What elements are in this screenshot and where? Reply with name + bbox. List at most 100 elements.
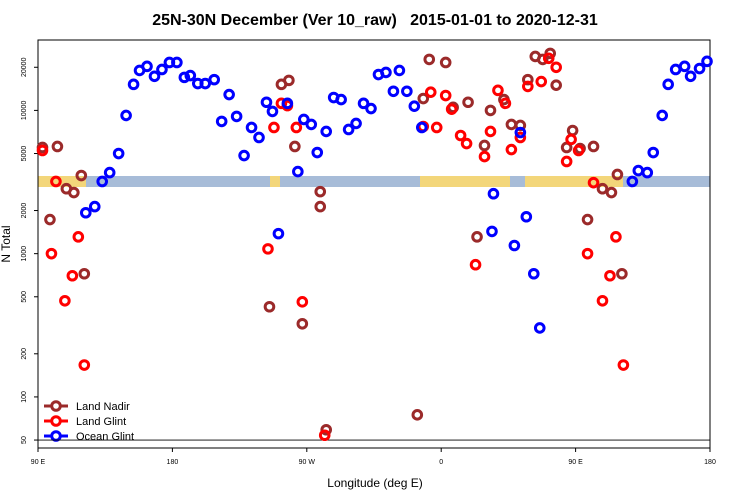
point bbox=[486, 225, 498, 238]
point bbox=[156, 63, 168, 76]
point bbox=[542, 52, 555, 65]
point bbox=[50, 175, 62, 188]
chart-title: 25N-30N December (Ver 10_raw) 2015-01-01… bbox=[152, 12, 598, 29]
legend-label: Land Glint bbox=[76, 416, 126, 428]
point bbox=[678, 60, 691, 73]
point bbox=[417, 92, 430, 105]
point bbox=[610, 231, 622, 243]
point bbox=[701, 55, 713, 68]
point bbox=[522, 73, 534, 86]
point bbox=[656, 109, 669, 122]
point bbox=[112, 147, 125, 160]
point bbox=[596, 182, 609, 195]
point bbox=[514, 131, 527, 144]
point bbox=[44, 213, 56, 226]
point bbox=[357, 97, 370, 110]
x-tick-label: 90 E bbox=[31, 459, 46, 466]
point bbox=[684, 70, 697, 83]
point bbox=[581, 213, 594, 226]
point bbox=[522, 80, 534, 93]
point bbox=[533, 322, 546, 334]
point bbox=[572, 144, 585, 157]
y-tick-label: 100 bbox=[21, 391, 28, 403]
point bbox=[298, 113, 310, 126]
point bbox=[641, 166, 654, 179]
point bbox=[296, 296, 309, 308]
x-tick-label: 0 bbox=[439, 459, 443, 466]
point bbox=[424, 86, 437, 98]
x-axis-label: Longitude (deg E) bbox=[327, 476, 422, 490]
point bbox=[492, 84, 504, 97]
plot-frame bbox=[37, 39, 711, 449]
point bbox=[565, 133, 577, 146]
point bbox=[587, 140, 600, 153]
legend: Land Nadir Land Glint Ocean Glint bbox=[44, 400, 134, 443]
point bbox=[289, 140, 301, 153]
point bbox=[462, 96, 474, 109]
point bbox=[96, 175, 109, 188]
legend-label: Ocean Glint bbox=[76, 431, 134, 443]
point bbox=[66, 269, 79, 282]
point bbox=[581, 247, 594, 260]
point bbox=[171, 56, 183, 69]
point bbox=[505, 118, 518, 131]
point bbox=[318, 429, 331, 442]
point bbox=[393, 64, 406, 77]
point bbox=[45, 247, 58, 260]
point bbox=[335, 93, 347, 106]
point bbox=[350, 117, 362, 130]
point bbox=[604, 269, 616, 282]
point bbox=[596, 294, 609, 307]
point bbox=[454, 129, 467, 142]
point bbox=[296, 317, 309, 330]
point bbox=[127, 78, 140, 91]
point bbox=[478, 139, 491, 152]
point bbox=[230, 110, 243, 123]
point bbox=[478, 150, 491, 163]
point bbox=[484, 125, 497, 138]
point bbox=[215, 115, 228, 128]
point bbox=[72, 231, 85, 243]
point bbox=[560, 155, 573, 168]
point bbox=[430, 121, 443, 134]
point bbox=[408, 100, 421, 112]
point bbox=[647, 146, 660, 159]
point bbox=[550, 79, 562, 91]
point bbox=[626, 175, 639, 188]
point bbox=[514, 126, 527, 139]
x-tick-label: 90 E bbox=[568, 459, 583, 466]
point bbox=[415, 121, 428, 134]
point bbox=[314, 200, 327, 213]
point bbox=[662, 78, 674, 91]
point bbox=[587, 176, 600, 189]
point bbox=[439, 89, 452, 102]
point bbox=[263, 300, 276, 313]
point bbox=[103, 166, 116, 179]
point bbox=[693, 62, 706, 75]
point bbox=[439, 56, 452, 69]
point bbox=[283, 74, 295, 87]
point bbox=[471, 231, 483, 243]
point bbox=[208, 73, 221, 86]
point bbox=[266, 105, 279, 118]
y-tick-label: 50 bbox=[21, 436, 28, 444]
y-axis-label: N Total bbox=[0, 225, 13, 262]
point bbox=[275, 97, 288, 110]
point bbox=[499, 97, 512, 110]
point bbox=[141, 60, 153, 73]
point bbox=[238, 149, 250, 162]
point bbox=[268, 121, 280, 134]
point bbox=[550, 61, 562, 74]
point bbox=[51, 140, 64, 153]
point bbox=[320, 125, 333, 138]
point bbox=[245, 121, 258, 134]
point bbox=[78, 267, 91, 280]
legend-marker bbox=[50, 430, 62, 442]
point bbox=[36, 144, 49, 157]
point bbox=[314, 185, 327, 198]
point bbox=[566, 124, 579, 137]
point bbox=[616, 267, 628, 280]
y-tick-label: 5000 bbox=[21, 146, 28, 162]
x-tick-label: 180 bbox=[167, 459, 179, 466]
x-tick-label: 90 W bbox=[299, 459, 316, 466]
